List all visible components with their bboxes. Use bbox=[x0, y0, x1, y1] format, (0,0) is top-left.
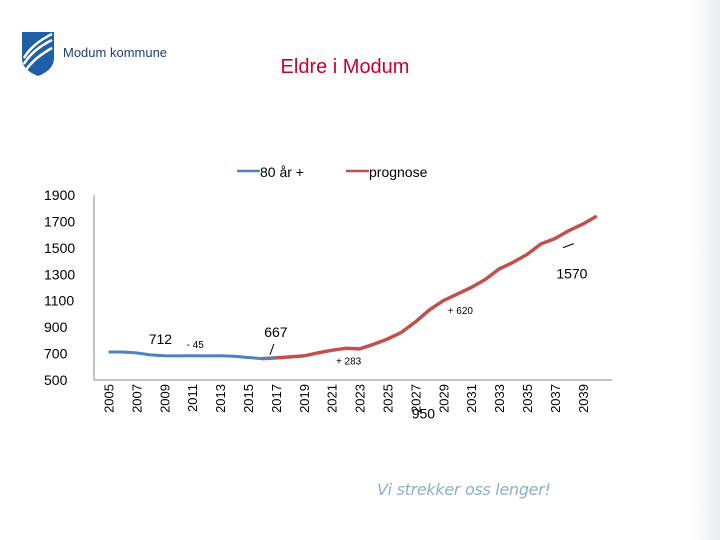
legend: 80 år + prognose bbox=[237, 164, 428, 180]
x-tick-label: 2013 bbox=[213, 384, 228, 413]
page-title: Eldre i Modum bbox=[280, 56, 410, 78]
annotation-pointer bbox=[562, 243, 575, 249]
x-tick-label: 2031 bbox=[464, 384, 479, 413]
x-tick-labels: 2005 2007 2009 2011 2013 2015 2017 2019 2021 2023… bbox=[102, 384, 591, 413]
x-tick-label: 2029 bbox=[436, 384, 451, 413]
annotation-label: 950 bbox=[412, 406, 436, 422]
series-line-forecast bbox=[261, 214, 598, 361]
x-tick-label: 2017 bbox=[269, 384, 284, 413]
annotation-label: 667 bbox=[264, 324, 288, 340]
annotations: 712 - 45 667 + 283 950 + 620 1570 bbox=[149, 243, 588, 422]
x-tick-label: 2037 bbox=[548, 384, 563, 413]
series-line-actual bbox=[108, 350, 276, 361]
annotation-label: + 620 bbox=[448, 306, 474, 317]
y-tick-label: 900 bbox=[44, 319, 68, 335]
legend-label-forecast: prognose bbox=[369, 164, 428, 180]
x-tick-label: 2015 bbox=[241, 384, 256, 413]
x-tick-label: 2025 bbox=[381, 384, 396, 413]
x-tick-label: 2009 bbox=[157, 384, 172, 413]
x-tick-label: 2019 bbox=[297, 384, 312, 413]
x-tick-label: 2011 bbox=[185, 384, 200, 412]
x-tick-label: 2023 bbox=[353, 384, 368, 413]
chart: 80 år + prognose 500 700 900 1100 1300 1500 17… bbox=[44, 164, 612, 422]
modum-logo-icon bbox=[22, 32, 54, 76]
x-tick-label: 2021 bbox=[325, 384, 340, 413]
slogan: Vi strekker oss lenger! bbox=[377, 480, 551, 499]
y-tick-label: 1100 bbox=[44, 293, 74, 309]
series-lines bbox=[108, 214, 598, 361]
x-tick-label: 2027 bbox=[408, 384, 423, 413]
x-tick-label: 2035 bbox=[520, 384, 535, 413]
annotation-label: 712 bbox=[149, 331, 173, 347]
y-tick-labels: 500 700 900 1100 1300 1500 1700 1900 bbox=[44, 187, 75, 388]
y-tick-label: 1500 bbox=[44, 240, 75, 256]
y-tick-label: 700 bbox=[44, 346, 68, 362]
annotation-label: - 45 bbox=[187, 340, 205, 351]
legend-label-actual: 80 år + bbox=[260, 164, 304, 180]
y-tick-label: 1700 bbox=[44, 213, 75, 229]
y-tick-label: 1900 bbox=[44, 187, 75, 203]
x-tick-label: 2039 bbox=[576, 384, 591, 413]
x-tick-label: 2033 bbox=[492, 384, 507, 413]
annotation-label: + 283 bbox=[336, 357, 362, 368]
slide-edge-gradient bbox=[690, 0, 720, 540]
y-tick-label: 500 bbox=[44, 372, 68, 388]
y-tick-label: 1300 bbox=[44, 266, 75, 282]
annotation-label: 1570 bbox=[556, 266, 587, 282]
x-tick-label: 2007 bbox=[129, 384, 144, 413]
x-tick-label: 2005 bbox=[102, 384, 117, 413]
annotation-pointer bbox=[269, 343, 275, 356]
brand-name: Modum kommune bbox=[63, 45, 168, 60]
